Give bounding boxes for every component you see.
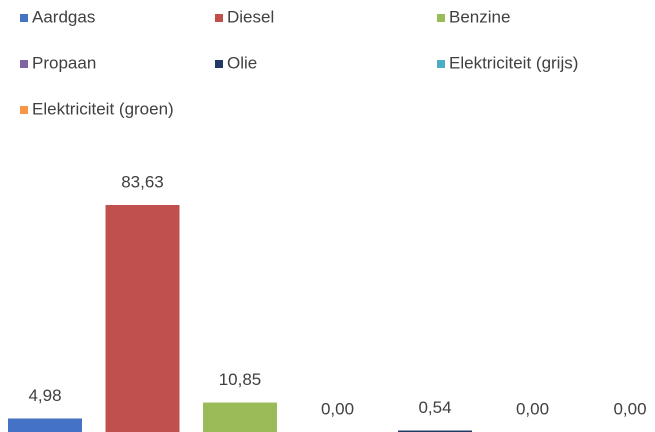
- data-label: 83,63: [121, 172, 164, 191]
- data-label: 0,00: [516, 399, 549, 418]
- legend-marker: [20, 14, 28, 22]
- data-label: 0,00: [321, 399, 354, 418]
- legend-label: Elektriciteit (groen): [32, 99, 174, 118]
- legend-marker: [215, 60, 223, 68]
- legend-marker: [215, 14, 223, 22]
- legend-label: Olie: [227, 53, 257, 72]
- legend-label: Aardgas: [32, 7, 95, 26]
- bar: [8, 418, 82, 432]
- legend-label: Diesel: [227, 7, 274, 26]
- legend-label: Propaan: [32, 53, 96, 72]
- bar: [398, 430, 472, 432]
- data-label: 10,85: [219, 370, 262, 389]
- legend-marker: [437, 60, 445, 68]
- data-label: 4,98: [28, 386, 61, 405]
- bar: [105, 205, 180, 432]
- bar: [203, 402, 277, 432]
- data-label: 0,00: [613, 399, 646, 418]
- legend-marker: [437, 14, 445, 22]
- legend-marker: [20, 106, 28, 114]
- data-label: 0,54: [418, 398, 451, 417]
- legend-marker: [20, 60, 28, 68]
- legend-label: Benzine: [449, 7, 510, 26]
- legend-label: Elektriciteit (grijs): [449, 53, 578, 72]
